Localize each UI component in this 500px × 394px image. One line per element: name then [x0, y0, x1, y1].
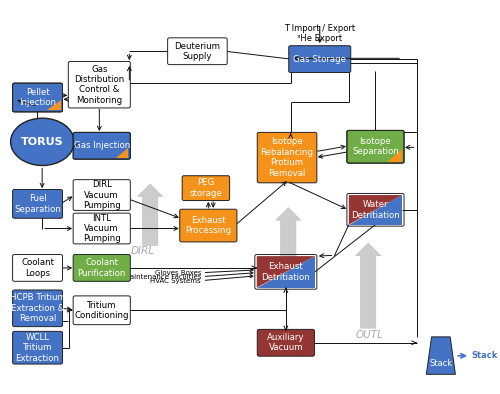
- Text: Water
Detritiation: Water Detritiation: [351, 200, 400, 219]
- FancyBboxPatch shape: [73, 296, 130, 325]
- Polygon shape: [257, 256, 315, 288]
- Text: OUTL: OUTL: [355, 330, 383, 340]
- Text: Gloves Boxes: Gloves Boxes: [154, 269, 201, 276]
- FancyBboxPatch shape: [12, 83, 62, 112]
- Polygon shape: [387, 149, 402, 162]
- Text: Gas
Distribution
Control &
Monitoring: Gas Distribution Control & Monitoring: [74, 65, 124, 105]
- Text: Fuel
Separation: Fuel Separation: [14, 194, 61, 214]
- FancyBboxPatch shape: [168, 38, 227, 65]
- Text: DIRL
Vacuum
Pumping: DIRL Vacuum Pumping: [83, 180, 120, 210]
- Text: T Import / Export
³He Export: T Import / Export ³He Export: [284, 24, 356, 43]
- Polygon shape: [257, 256, 315, 288]
- Text: DIRL: DIRL: [131, 246, 155, 256]
- Text: Stack: Stack: [471, 351, 498, 360]
- Text: Pellet
Injection: Pellet Injection: [19, 88, 56, 107]
- Text: Exhaust
Processing: Exhaust Processing: [186, 216, 232, 235]
- FancyBboxPatch shape: [73, 180, 130, 210]
- FancyBboxPatch shape: [288, 46, 351, 72]
- Polygon shape: [116, 148, 128, 158]
- Text: INTL: INTL: [288, 268, 311, 278]
- Text: Coolant
Purification: Coolant Purification: [78, 258, 126, 278]
- Text: Exhaust
Detritiation: Exhaust Detritiation: [262, 262, 310, 282]
- FancyBboxPatch shape: [182, 176, 230, 201]
- Text: WCLL
Tritium
Extraction: WCLL Tritium Extraction: [16, 333, 60, 362]
- Text: HVAC Systems: HVAC Systems: [150, 277, 201, 284]
- Text: Isotope
Rebalancing
Protium
Removal: Isotope Rebalancing Protium Removal: [260, 138, 314, 178]
- FancyArrowPatch shape: [138, 184, 162, 245]
- Text: Auxiliary
Vacuum: Auxiliary Vacuum: [267, 333, 304, 353]
- Text: HCPB Tritium
Extraction &
Removal: HCPB Tritium Extraction & Removal: [10, 294, 66, 323]
- FancyBboxPatch shape: [12, 255, 62, 281]
- Text: Active Maintenance Facilities: Active Maintenance Facilities: [100, 273, 201, 280]
- FancyBboxPatch shape: [258, 132, 317, 183]
- FancyBboxPatch shape: [347, 130, 404, 163]
- FancyBboxPatch shape: [12, 190, 62, 218]
- FancyArrowPatch shape: [276, 208, 301, 269]
- Ellipse shape: [10, 118, 74, 165]
- FancyBboxPatch shape: [12, 290, 62, 327]
- FancyArrowPatch shape: [356, 243, 380, 328]
- FancyBboxPatch shape: [180, 209, 237, 242]
- FancyBboxPatch shape: [68, 61, 130, 108]
- FancyBboxPatch shape: [73, 132, 130, 159]
- Text: Isotope
Separation: Isotope Separation: [352, 137, 399, 156]
- Polygon shape: [426, 337, 456, 374]
- Text: Gas Injection: Gas Injection: [74, 141, 130, 150]
- Text: INTL
Vacuum
Pumping: INTL Vacuum Pumping: [83, 214, 120, 243]
- FancyBboxPatch shape: [12, 331, 62, 364]
- Text: Stack: Stack: [430, 359, 452, 368]
- Text: Gas Storage: Gas Storage: [294, 55, 346, 63]
- FancyBboxPatch shape: [73, 213, 130, 244]
- Polygon shape: [349, 195, 402, 225]
- Text: Deuterium
Supply: Deuterium Supply: [174, 41, 220, 61]
- Text: Tritium
Conditioning: Tritium Conditioning: [74, 301, 129, 320]
- FancyBboxPatch shape: [258, 329, 314, 356]
- Text: Coolant
Loops: Coolant Loops: [21, 258, 54, 278]
- Text: TORUS: TORUS: [21, 137, 63, 147]
- FancyBboxPatch shape: [73, 255, 130, 281]
- Polygon shape: [48, 100, 60, 110]
- Polygon shape: [349, 195, 402, 225]
- Text: PEG
storage: PEG storage: [190, 178, 222, 198]
